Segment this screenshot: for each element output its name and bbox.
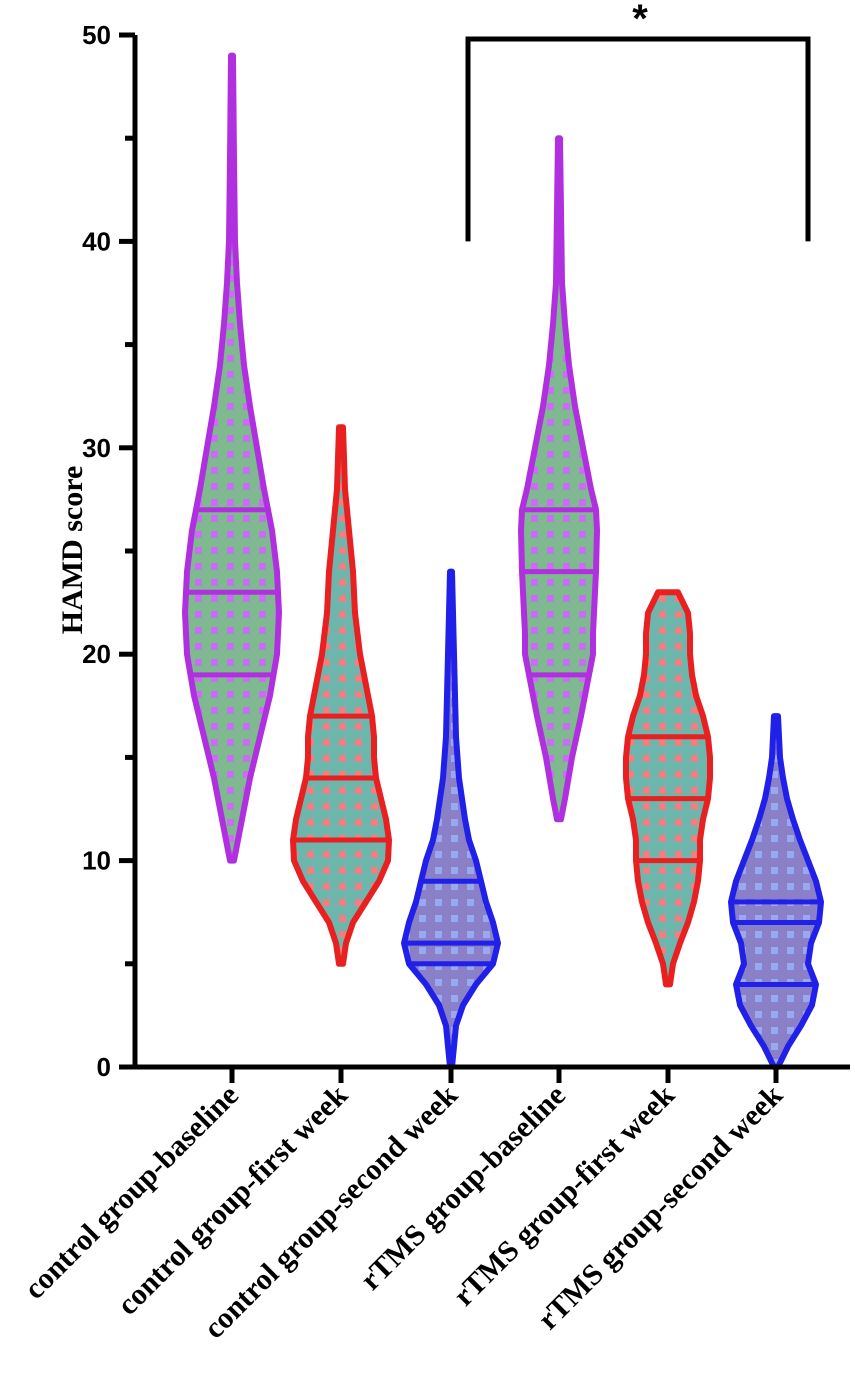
bracket-line — [465, 36, 811, 242]
violin — [623, 589, 713, 988]
x-tick-label: rTMS group-first week — [447, 1078, 681, 1312]
y-tick-label: 50 — [82, 20, 111, 50]
x-tick-label: control group-baseline — [18, 1079, 245, 1306]
x-tick-label: control group-first week — [111, 1078, 354, 1321]
significance-bracket: * — [465, 0, 811, 242]
violin-body — [182, 52, 282, 864]
violin — [401, 568, 501, 1070]
violin — [290, 424, 392, 967]
violin — [728, 713, 824, 1070]
y-tick-label: 20 — [82, 639, 111, 669]
violins — [182, 52, 824, 1070]
violin-body — [623, 589, 713, 988]
violin-body — [728, 713, 824, 1070]
x-tick-label: rTMS group-baseline — [354, 1079, 572, 1297]
significance-star: * — [632, 0, 648, 41]
violin-body — [518, 135, 600, 823]
y-axis-title: HAMD score — [56, 466, 89, 635]
y-tick-label: 40 — [82, 226, 111, 256]
y-tick-label: 10 — [82, 846, 111, 876]
violin — [518, 135, 600, 823]
violin-body — [401, 568, 501, 1070]
y-tick-label: 30 — [82, 433, 111, 463]
y-tick-label: 0 — [97, 1052, 111, 1082]
y-axis: 0 10 20 30 40 50 — [82, 20, 138, 1082]
violin-body — [290, 424, 392, 967]
violin — [182, 52, 282, 864]
